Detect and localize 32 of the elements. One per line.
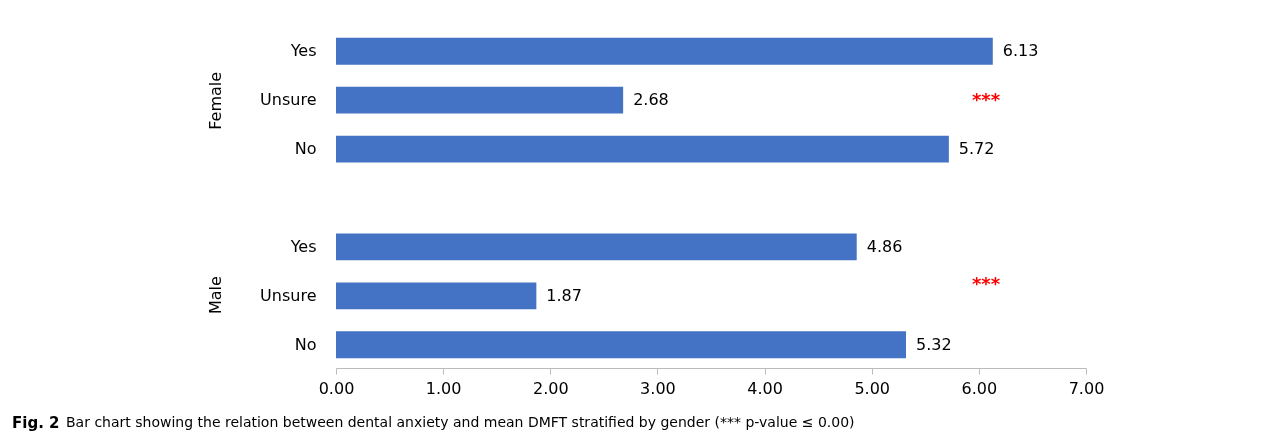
data-label: 5.72 [958, 139, 995, 159]
bar [336, 135, 949, 163]
bar [336, 331, 906, 359]
x-tick-label: 7.00 [1068, 378, 1105, 398]
annotation: *** [971, 88, 1001, 110]
x-tick-label: 6.00 [961, 378, 998, 398]
x-tick-label: 0.00 [318, 378, 355, 398]
y-tick-label: Unsure [260, 285, 317, 305]
bar [336, 86, 624, 114]
y-tick-label: No [294, 334, 317, 354]
y-tick-label: Yes [289, 41, 317, 61]
caption: Fig. 2 [12, 414, 60, 432]
y-tick-label: No [294, 139, 317, 159]
y-tick-label: Yes [289, 236, 317, 256]
data-label: 2.68 [633, 90, 669, 110]
y-tick-label: Unsure [260, 90, 317, 110]
text: Bar chart showing the relation between dental anxiety and mean DMFT stratified by gender (*** p-value ≤ 0.00) [66, 414, 855, 430]
annotation: *** [971, 273, 1001, 295]
text: Male [206, 276, 225, 315]
x-tick-label: 3.00 [640, 378, 676, 398]
text: Female [206, 71, 225, 130]
data-label: 6.13 [1002, 41, 1039, 61]
data-label: 1.87 [546, 285, 582, 305]
x-tick-label: 4.00 [747, 378, 783, 398]
data-label: 5.32 [916, 334, 952, 354]
bar [336, 282, 537, 310]
x-tick-label: 1.00 [425, 378, 462, 398]
x-tick-label: 5.00 [854, 378, 891, 398]
bar [336, 37, 993, 65]
bar [336, 233, 857, 261]
x-tick-label: 2.00 [532, 378, 569, 398]
data-label: 4.86 [866, 236, 903, 256]
